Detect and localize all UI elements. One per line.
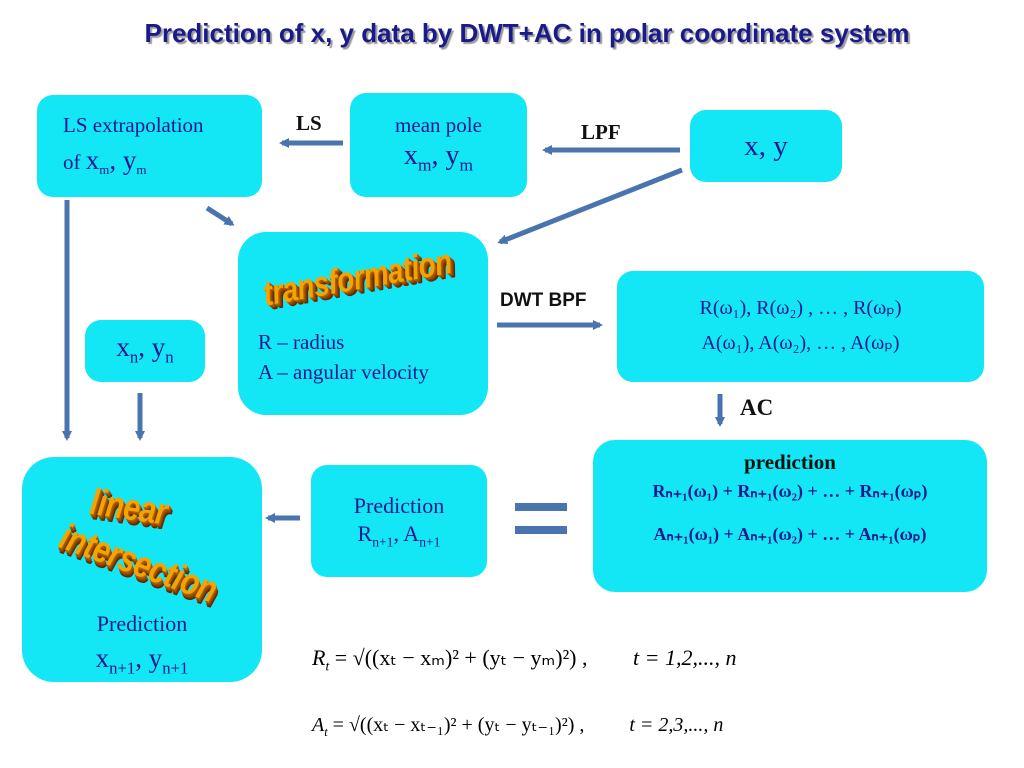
prediction-ra-box: Prediction Rn+1, An+1 xyxy=(311,465,487,577)
formula-r: Rt = √((xₜ − xₘ)² + (yₜ − yₘ)²) , t = 1,… xyxy=(312,645,736,674)
mean-pole-box: mean pole xm, ym xyxy=(350,93,527,197)
var-x: x xyxy=(116,332,130,362)
prediction-sum-heading: prediction xyxy=(744,450,836,474)
formula-r-lhs-sub: t xyxy=(325,658,330,674)
transformation-angular: A – angular velocity xyxy=(258,360,429,384)
sub-m: m xyxy=(99,162,110,178)
mean-pole-vars: xm, ym xyxy=(350,140,527,176)
ls-prefix: of xyxy=(63,150,86,174)
sep: , xyxy=(431,140,446,171)
formula-a: At = √((xₜ − xₜ₋₁)² + (yₜ − yₜ₋₁)²) , t … xyxy=(312,712,723,740)
edge-label-lpf: LPF xyxy=(581,120,621,144)
xn-yn-box: xn, yn xyxy=(85,320,205,382)
var-r: R xyxy=(357,521,373,546)
prediction-sum-box: prediction Rₙ₊₁(ω₁) + Rₙ₊₁(ω₂) + … + Rₙ₊… xyxy=(593,440,987,592)
edge-label-ac: AC xyxy=(740,395,774,420)
edge-label-ls: LS xyxy=(296,111,322,135)
var-x: x xyxy=(403,140,418,171)
sub-n1: n+1 xyxy=(419,534,441,550)
xy-input-label: x, y xyxy=(744,130,788,162)
linear-intersection-label: Prediction xyxy=(96,611,188,636)
spectral-r-line: R(ω₁), R(ω₂) , … , R(ωₚ) xyxy=(699,297,902,319)
formula-r-lhs: R xyxy=(312,645,326,670)
prediction-sum-a-line: Aₙ₊₁(ω₁) + Aₙ₊₁(ω₂) + … + Aₙ₊₁(ωₚ) xyxy=(653,524,927,544)
linear-intersection-vars: xn+1, yn+1 xyxy=(22,643,262,678)
var-y: y xyxy=(445,140,460,171)
transformation-box: transformation R – radius A – angular ve… xyxy=(238,232,488,415)
formula-r-body: = √((xₜ − xₘ)² + (yₜ − yₘ)²) , xyxy=(334,645,588,670)
xy-input-box: x, y xyxy=(690,110,842,182)
formula-a-lhs-sub: t xyxy=(324,725,328,739)
transformation-wordart: transformation xyxy=(259,241,455,314)
sub-m: m xyxy=(459,155,474,175)
var-a: A xyxy=(403,521,420,546)
formula-a-body: = √((xₜ − xₜ₋₁)² + (yₜ − yₜ₋₁)²) , xyxy=(332,714,585,736)
formula-a-range: t = 2,3,..., n xyxy=(629,714,724,736)
sub-m: m xyxy=(136,162,147,178)
var-y: y xyxy=(122,145,137,175)
diagram-title: Prediction of x, y data by DWT+AC in pol… xyxy=(144,18,910,48)
arrow-xy-to-transformation xyxy=(497,167,683,245)
transformation-radius: R – radius xyxy=(258,330,345,354)
spectral-a-line: A(ω₁), A(ω₂), … , A(ωₚ) xyxy=(701,332,900,354)
xn-yn-vars: xn, yn xyxy=(85,332,205,367)
sub-n: n xyxy=(129,347,139,367)
var-y: y xyxy=(148,643,163,673)
formula-r-range: t = 1,2,..., n xyxy=(633,645,737,670)
var-x: x xyxy=(85,145,100,175)
var-y: y xyxy=(151,332,166,362)
linear-intersection-box: linear intersection Prediction xn+1, yn+… xyxy=(22,457,262,682)
sep: , xyxy=(393,521,404,546)
sub-n1: n+1 xyxy=(162,658,189,678)
arrow-ls-to-transformation xyxy=(205,205,235,227)
equals-sign xyxy=(515,503,567,534)
sub-n: n xyxy=(165,347,174,367)
formula-a-lhs: A xyxy=(312,714,325,736)
spectral-components-box: R(ω₁), R(ω₂) , … , R(ωₚ) A(ω₁), A(ω₂), …… xyxy=(617,271,984,382)
edge-label-dwt-bpf: DWT BPF xyxy=(500,290,587,311)
prediction-sum-r-line: Rₙ₊₁(ω₁) + Rₙ₊₁(ω₂) + … + Rₙ₊₁(ωₚ) xyxy=(652,481,928,501)
sub-n1: n+1 xyxy=(372,534,394,550)
sep: , xyxy=(138,332,152,362)
ls-extrapolation-label: LS extrapolation xyxy=(63,113,204,137)
mean-pole-label: mean pole xyxy=(395,113,482,137)
sub-n1: n+1 xyxy=(109,658,136,678)
sub-m: m xyxy=(417,155,432,175)
sep: , xyxy=(109,145,123,175)
sep: , xyxy=(135,643,149,673)
prediction-ra-label: Prediction xyxy=(353,493,445,518)
prediction-ra-vars: Rn+1, An+1 xyxy=(311,521,487,550)
ls-extrapolation-vars: of xm, ym xyxy=(63,145,147,178)
ls-extrapolation-box: LS extrapolation of xm, ym xyxy=(37,95,262,197)
var-x: x xyxy=(95,643,110,673)
